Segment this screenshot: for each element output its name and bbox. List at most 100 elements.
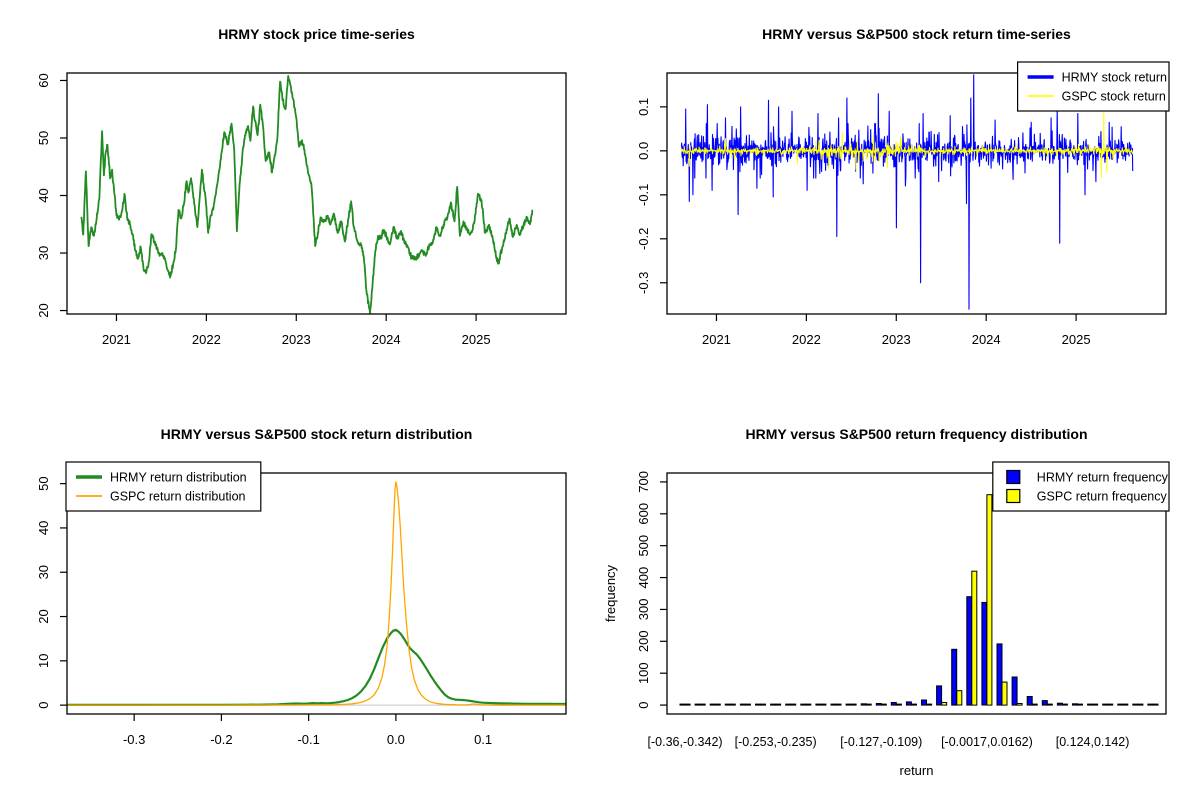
bar-hrmy-bin-32 <box>1147 703 1154 706</box>
return-frequency-plot-box <box>666 472 1167 715</box>
return-timeseries-canvas: 2021 2022 2023 2024 2025 -0.3 -0.2 -0.1 0.0 0.1 HR… <box>636 61 1170 347</box>
price-timeseries-canvas: 2021 2022 2023 2024 2025 20 30 40 50 60 <box>36 72 567 347</box>
legend-box <box>1017 61 1170 112</box>
legend-box <box>992 461 1170 512</box>
bar-hrmy-bin-14 <box>875 703 882 706</box>
bar-gspc-bin-22 <box>1001 681 1008 706</box>
bar-hrmy-bin-27 <box>1072 703 1078 706</box>
bar-hrmy-bin-22 <box>996 643 1003 706</box>
x-tick-label: 2024 <box>972 332 1001 347</box>
y-tick-label: 600 <box>636 503 651 525</box>
bar-gspc-bin-15 <box>895 703 902 706</box>
bar-hrmy-bin-12 <box>845 703 852 706</box>
bar-hrmy-bin-15 <box>890 702 897 706</box>
chart-title-distribution: HRMY versus S&P500 stock return distribu… <box>160 426 473 442</box>
bar-gspc-bin-21 <box>986 494 993 706</box>
legend-swatch-2 <box>1006 488 1021 504</box>
bar-gspc-bin-24 <box>1031 703 1038 706</box>
panel-return-distribution: HRMY versus S&P500 stock return distribu… <box>0 400 600 800</box>
y-tick-label: 0.1 <box>636 98 651 116</box>
bar-hrmy-bin-21 <box>981 601 988 706</box>
panel-return-timeseries: HRMY versus S&P500 stock return time-ser… <box>600 0 1200 400</box>
x-tick-label: 2023 <box>882 332 911 347</box>
bar-gspc-bin-7 <box>775 703 782 706</box>
y-tick-label: -0.2 <box>636 228 651 250</box>
bin-label: [-0.36,-0.342) <box>648 735 723 749</box>
legend-label-1: HRMY return frequency <box>1037 471 1169 485</box>
bar-hrmy-bin-10 <box>815 703 822 706</box>
y-tick-label: 50 <box>36 131 51 145</box>
x-tick-label: 0.0 <box>387 732 405 747</box>
bar-gspc-bin-17 <box>926 703 933 706</box>
bar-gspc-bin-25 <box>1046 703 1053 706</box>
bar-hrmy-bin-11 <box>830 703 837 706</box>
y-tick-label: 50 <box>36 476 51 490</box>
bar-hrmy-bin-7 <box>770 703 777 706</box>
bar-hrmy-bin-16 <box>905 701 912 706</box>
legend-box <box>65 461 262 512</box>
y-tick-label: 0 <box>636 701 651 708</box>
bin-label: [-0.0017,0.0162) <box>941 735 1033 749</box>
y-tick-label: 30 <box>36 246 51 260</box>
bar-gspc-bin-30 <box>1122 703 1129 706</box>
x-tick-label: 2021 <box>702 332 731 347</box>
legend-label-2: GSPC return distribution <box>110 490 246 504</box>
legend-label-1: HRMY return distribution <box>110 471 247 485</box>
y-tick-label: 200 <box>636 630 651 652</box>
bar-gspc-bin-6 <box>760 703 766 706</box>
x-tick-label: 2024 <box>372 332 401 347</box>
x-tick-label: 2025 <box>1062 332 1091 347</box>
y-tick-label: 40 <box>36 188 51 202</box>
price-timeseries-plot-box <box>66 72 567 315</box>
bar-hrmy-bin-24 <box>1026 696 1033 706</box>
bar-gspc-bin-10 <box>820 703 827 706</box>
bar-hrmy-bin-30 <box>1117 703 1124 706</box>
bar-gspc-bin-14 <box>880 703 887 706</box>
bar-gspc-bin-27 <box>1077 703 1083 706</box>
bar-gspc-bin-12 <box>850 703 857 706</box>
return-timeseries-plot-box <box>666 72 1167 315</box>
x-tick-label: 2022 <box>192 332 221 347</box>
bar-hrmy-bin-5 <box>739 703 746 706</box>
chart-title-frequency: HRMY versus S&P500 return frequency dist… <box>745 426 1088 442</box>
legend-swatch-1 <box>1006 469 1021 485</box>
bar-gspc-bin-4 <box>729 703 736 706</box>
bar-gspc-bin-11 <box>835 703 842 706</box>
gspc-return-distribution-line <box>67 481 566 706</box>
bar-gspc-bin-31 <box>1137 703 1144 706</box>
bin-label: [-0.253,-0.235) <box>735 735 817 749</box>
y-tick-label: 20 <box>36 609 51 623</box>
bar-gspc-bin-19 <box>956 690 963 706</box>
x-tick-label: 2025 <box>462 332 491 347</box>
bar-hrmy-bin-31 <box>1132 703 1139 706</box>
bar-hrmy-bin-13 <box>860 703 867 706</box>
y-axis-label: frequency <box>603 564 618 622</box>
bar-hrmy-bin-23 <box>1011 676 1018 706</box>
y-tick-label: 30 <box>36 565 51 579</box>
chart-title-price: HRMY stock price time-series <box>218 26 415 42</box>
bar-gspc-bin-5 <box>744 703 751 706</box>
bar-hrmy-bin-18 <box>936 685 943 706</box>
bar-hrmy-bin-20 <box>966 596 973 706</box>
x-tick-label: 0.1 <box>474 732 492 747</box>
bar-hrmy-bin-19 <box>951 648 958 706</box>
bar-gspc-bin-32 <box>1152 703 1159 706</box>
bin-label: [0.124,0.142) <box>1056 735 1130 749</box>
gspc-stock-return-line <box>680 108 1134 178</box>
bar-hrmy-bin-28 <box>1087 703 1094 706</box>
bar-hrmy-bin-6 <box>755 703 761 706</box>
bar-gspc-bin-23 <box>1016 703 1023 706</box>
x-tick-label: 2021 <box>102 332 131 347</box>
bar-hrmy-bin-2 <box>694 703 701 706</box>
x-tick-label: 2022 <box>792 332 821 347</box>
bar-gspc-bin-29 <box>1107 703 1114 706</box>
hrmy-stock-price-line <box>80 75 534 315</box>
return-distribution-plot-box <box>66 472 567 715</box>
bar-gspc-bin-20 <box>971 570 978 706</box>
legend-label-1: HRMY stock return <box>1062 71 1167 85</box>
y-tick-label: 300 <box>636 599 651 621</box>
bar-gspc-bin-2 <box>699 703 706 706</box>
y-tick-label: 10 <box>36 654 51 668</box>
bar-hrmy-bin-1 <box>679 703 686 706</box>
